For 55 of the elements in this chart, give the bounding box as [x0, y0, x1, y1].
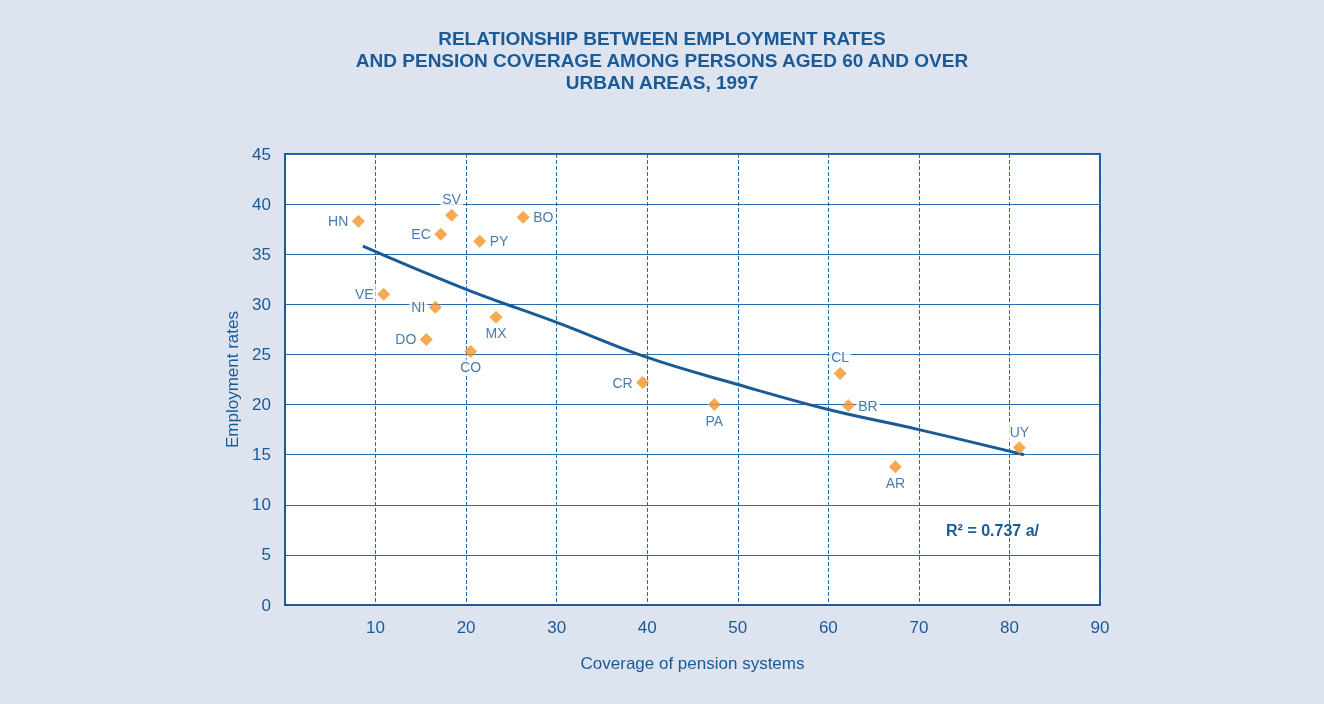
- y-tick-label: 30: [252, 294, 271, 314]
- y-tick-label: 25: [252, 344, 271, 364]
- y-tick-label: 15: [252, 445, 271, 465]
- point: [841, 399, 855, 413]
- x-tick-label: 40: [637, 618, 657, 637]
- annotation: AR: [885, 474, 906, 491]
- y-tick-label: 35: [252, 244, 271, 264]
- annotation: UY: [1009, 423, 1030, 440]
- x-tick-label: 20: [456, 618, 476, 637]
- point: [377, 287, 391, 301]
- x-axis-title: Coverage of pension systems: [580, 654, 805, 673]
- y-tick-label: 5: [261, 545, 271, 565]
- annotation: NI: [411, 299, 426, 316]
- y-axis-title: Employment rates: [223, 311, 242, 448]
- point: [707, 398, 721, 412]
- point: [473, 234, 487, 248]
- y-tick-label: 20: [252, 395, 271, 415]
- x-tick-label: 60: [818, 618, 838, 637]
- point: [516, 210, 530, 224]
- point: [419, 332, 433, 346]
- point: [636, 376, 650, 390]
- x-tick-label: 90: [1090, 618, 1110, 637]
- annotation: MX: [485, 325, 508, 342]
- annotation: BR: [858, 397, 878, 414]
- annotation: BO: [533, 209, 554, 226]
- chart-title: RELATIONSHIP BETWEEN EMPLOYMENT RATES AND PENSION COVERAGE AMONG PERSONS AGED 60 AND OVER URBAN AREAS, 1997: [355, 27, 969, 93]
- annotation: CL: [831, 349, 850, 366]
- annotation: HN: [328, 213, 349, 230]
- x-tick-label: 30: [547, 618, 567, 637]
- y-tick-label: 45: [252, 144, 271, 164]
- point: [351, 214, 365, 228]
- point: [489, 310, 503, 324]
- point: [434, 227, 448, 241]
- annotation: DO: [395, 331, 417, 348]
- annotation: SV: [442, 191, 462, 208]
- annotation: CR: [612, 374, 633, 391]
- annotation: R² = 0.737 a/: [946, 521, 1040, 539]
- x-tick-label: 50: [728, 618, 748, 637]
- y-tick-label: 0: [261, 595, 271, 615]
- point: [833, 366, 847, 380]
- y-tick-label: 40: [252, 194, 271, 214]
- point: [428, 300, 442, 314]
- point: [888, 460, 902, 474]
- point: [445, 208, 459, 222]
- x-tick-label: 10: [366, 618, 386, 637]
- y-tick-label: 10: [252, 495, 271, 515]
- x-tick-label: 70: [909, 618, 929, 637]
- annotation: PY: [489, 233, 510, 250]
- x-tick-label: 80: [999, 618, 1019, 637]
- annotation: VE: [355, 286, 374, 303]
- annotation: PA: [705, 412, 724, 429]
- point: [464, 344, 478, 358]
- annotation: EC: [411, 226, 431, 243]
- point: [1012, 441, 1026, 455]
- annotation: CO: [460, 359, 482, 376]
